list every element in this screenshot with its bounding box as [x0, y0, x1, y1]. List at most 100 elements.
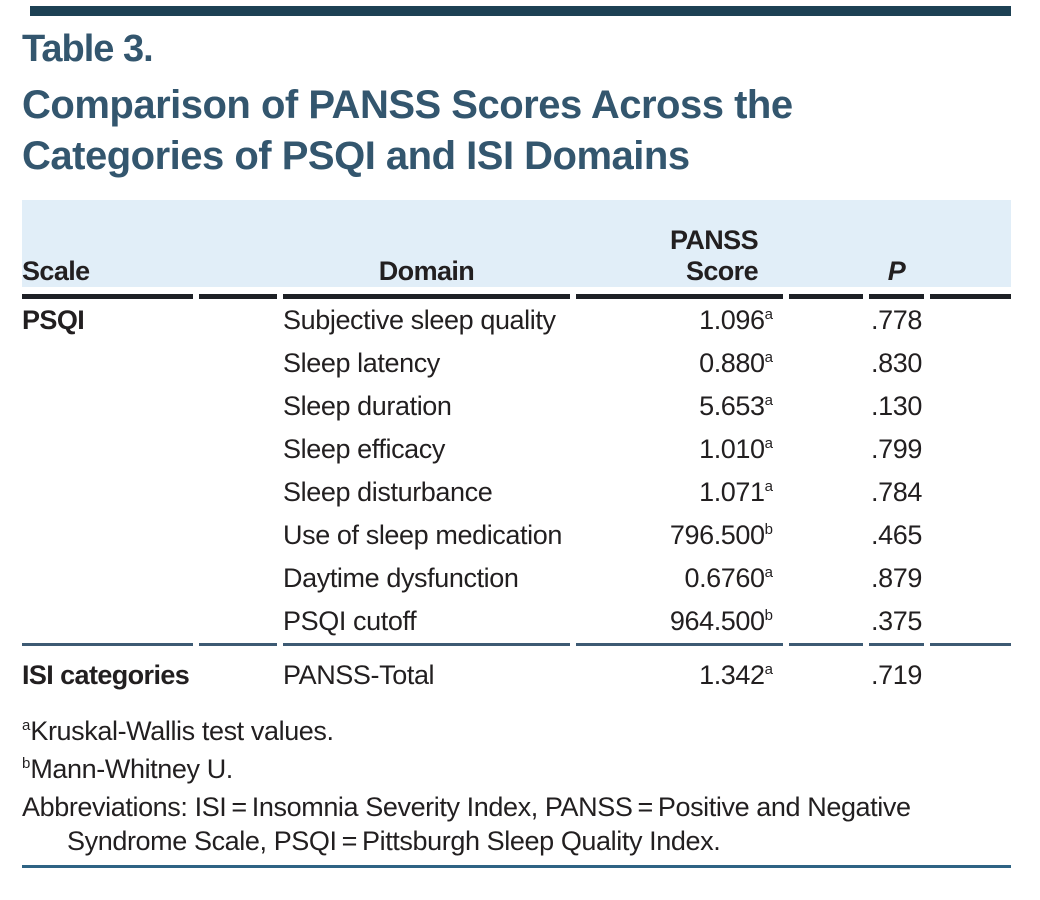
cell-p: .799 [871, 434, 922, 464]
cell-spacer [199, 600, 277, 646]
cell-domain: Sleep disturbance [283, 477, 493, 507]
cell-domain: Sleep latency [283, 348, 440, 378]
cell-panss-score: 0.6760a [576, 557, 783, 600]
cell-scale [22, 514, 193, 557]
cell-spacer [199, 514, 277, 557]
cell-spacer [199, 299, 277, 342]
panss-value: 796.500 [669, 520, 765, 550]
cell-p: .879 [871, 563, 922, 593]
cell-spacer [930, 600, 1011, 646]
cell-spacer [930, 342, 1011, 385]
footnote-marker: a [764, 306, 773, 323]
cell-domain: Sleep efficacy [283, 434, 446, 464]
table-row: Sleep disturbance 1.071a .784 [22, 471, 1011, 514]
cell-scale: PSQI [22, 305, 85, 335]
cell-spacer [199, 557, 277, 600]
header-domain: Domain [283, 200, 570, 299]
table-row: PSQI cutoff 964.500b .375 [22, 600, 1011, 646]
cell-p: .130 [871, 391, 922, 421]
cell-domain: Sleep duration [283, 391, 452, 421]
cell-spacer [930, 557, 1011, 600]
footnote-marker: a [764, 435, 773, 452]
footnote-b-text: Mann-Whitney U. [30, 754, 233, 784]
cell-scale [22, 471, 193, 514]
table-row: Sleep efficacy 1.010a .799 [22, 428, 1011, 471]
cell-spacer [789, 299, 863, 342]
cell-domain: Daytime dysfunction [283, 563, 519, 593]
panss-value: 0.6760 [684, 563, 765, 593]
panss-value: 964.500 [669, 606, 765, 636]
table-row: Use of sleep medication 796.500b .465 [22, 514, 1011, 557]
cell-domain: PSQI cutoff [283, 600, 570, 646]
table-row: Sleep duration 5.653a .130 [22, 385, 1011, 428]
cell-scale [22, 342, 193, 385]
cell-p: .784 [871, 477, 922, 507]
cell-p: .830 [871, 348, 922, 378]
footnote-marker: b [764, 521, 773, 538]
header-panss-line1: PANSS [669, 225, 759, 255]
table-row: PSQI Subjective sleep quality 1.096a .77… [22, 299, 1011, 342]
table-header-band [22, 200, 1011, 287]
cell-panss-score: 0.880a [576, 342, 783, 385]
footnote-b-marker: b [22, 755, 31, 772]
cell-spacer [199, 471, 277, 514]
table-row: Daytime dysfunction 0.6760a .879 [22, 557, 1011, 600]
cell-p: .778 [871, 305, 922, 335]
header-panss-score: PANSS Score [576, 200, 783, 299]
footnote-b: bMann-Whitney U. [22, 748, 1012, 785]
cell-scale [22, 428, 193, 471]
cell-spacer [789, 646, 863, 704]
cell-spacer [789, 557, 863, 600]
table-title: Comparison of PANSS Scores Across the Ca… [22, 80, 1002, 182]
panss-value: 1.010 [699, 434, 765, 464]
cell-panss-score: 796.500b [576, 514, 783, 557]
footnote-marker: a [764, 349, 773, 366]
abbreviations-line1: Abbreviations: ISI = Insomnia Severity I… [22, 792, 911, 822]
cell-domain: PANSS-Total [283, 659, 435, 690]
cell-spacer [930, 646, 1011, 704]
footnote-marker: a [764, 564, 773, 581]
header-spacer [199, 200, 277, 299]
cell-panss-score: 964.500b [576, 600, 783, 646]
cell-spacer [789, 514, 863, 557]
cell-p: .375 [869, 600, 924, 646]
footnote-marker: a [764, 478, 773, 495]
header-scale: Scale [22, 200, 193, 299]
footnote-a-marker: a [22, 717, 31, 734]
table-title-line1: Comparison of PANSS Scores Across the [22, 83, 793, 127]
header-panss-line2: Score [685, 256, 759, 286]
cell-panss-score: 1.342a [576, 646, 783, 704]
cell-spacer [789, 342, 863, 385]
cell-spacer [930, 471, 1011, 514]
table-number-label: Table 3. [22, 28, 154, 70]
panss-value: 5.653 [699, 391, 765, 421]
cell-spacer [789, 428, 863, 471]
cell-spacer [199, 385, 277, 428]
cell-spacer [199, 428, 277, 471]
cell-scale [22, 600, 193, 646]
cell-panss-score: 1.096a [576, 299, 783, 342]
cell-panss-score: 5.653a [576, 385, 783, 428]
top-accent-bar [30, 6, 1011, 16]
footnote-abbreviations: Abbreviations: ISI = Insomnia Severity I… [22, 790, 1027, 858]
cell-spacer [789, 385, 863, 428]
table-title-line2: Categories of PSQI and ISI Domains [22, 134, 690, 178]
panss-value: 1.071 [699, 477, 765, 507]
table-header-row: Scale Domain PANSS Score P [22, 200, 1011, 299]
cell-p: .465 [871, 520, 922, 550]
data-table-container: Scale Domain PANSS Score P PSQI Subjecti… [16, 200, 1024, 704]
footnote-marker: b [764, 607, 773, 624]
panss-value: 0.880 [699, 348, 765, 378]
cell-domain: Subjective sleep quality [283, 305, 556, 335]
table-row: Sleep latency 0.880a .830 [22, 342, 1011, 385]
cell-scale: ISI categories [22, 659, 190, 690]
header-spacer [789, 200, 863, 299]
cell-spacer [930, 299, 1011, 342]
cell-spacer [930, 385, 1011, 428]
cell-scale [22, 385, 193, 428]
footnote-marker: a [764, 660, 773, 678]
header-p: P [869, 200, 924, 299]
cell-panss-score: 1.071a [576, 471, 783, 514]
panss-value: 1.342 [699, 659, 765, 690]
